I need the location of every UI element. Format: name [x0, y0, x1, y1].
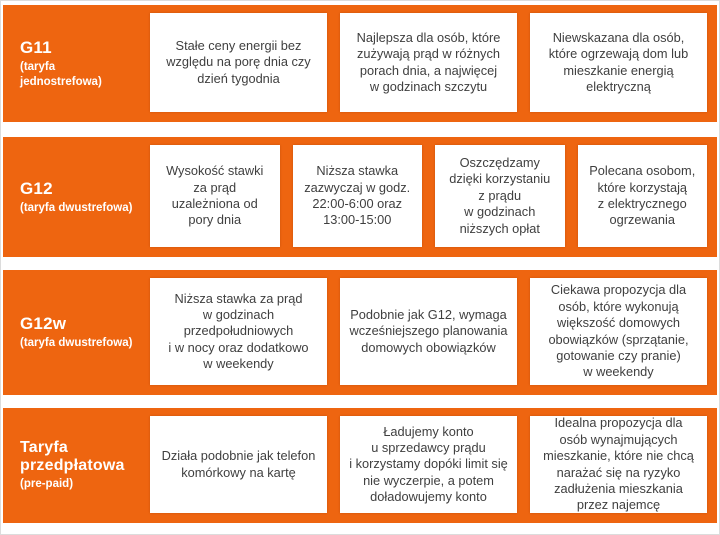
tariff-row-prepaid: Taryfa przedpłatowa (pre-paid) Działa po… [3, 408, 717, 523]
tariff-name: G12w [20, 314, 67, 334]
tariff-name: G11 [20, 37, 52, 57]
tariff-card: Najlepsza dla osób, które zużywają prąd … [340, 13, 517, 112]
tariff-card: Polecana osobom, które korzystają z elek… [577, 145, 707, 247]
tariff-cards-g11: Stałe ceny energii bez względu na porę d… [143, 5, 717, 122]
tariff-card: Niższa stawka za prąd w godzinach przedp… [150, 278, 327, 385]
tariff-label-g12w: G12w (taryfa dwustrefowa) [3, 270, 143, 395]
tariff-card: Niższa stawka zazwyczaj w godz. 22:00-6:… [292, 145, 422, 247]
tariff-card: Niewskazana dla osób, które ogrzewają do… [530, 13, 707, 112]
tariff-card: Ładujemy konto u sprzedawcy prądu i korz… [340, 416, 517, 513]
tariff-row-g12: G12 (taryfa dwustrefowa) Wysokość stawki… [3, 137, 717, 257]
tariff-label-g11: G11 (taryfa jednostrefowa) [3, 5, 143, 122]
tariff-subtitle: (taryfa dwustrefowa) [20, 337, 133, 350]
tariff-cards-prepaid: Działa podobnie jak telefon komórkowy na… [143, 408, 717, 523]
tariff-cards-g12: Wysokość stawki za prąd uzależniona od p… [143, 137, 717, 257]
tariff-subtitle: (taryfa jednostrefowa) [20, 60, 102, 88]
tariff-label-g12: G12 (taryfa dwustrefowa) [3, 137, 143, 257]
tariff-card: Ciekawa propozycja dla osób, które wykon… [530, 278, 707, 385]
tariff-subtitle: (taryfa dwustrefowa) [20, 201, 133, 214]
tariff-card: Oszczędzamy dzięki korzystaniu z prądu w… [435, 145, 565, 247]
tariff-cards-g12w: Niższa stawka za prąd w godzinach przedp… [143, 270, 717, 395]
tariff-name: Taryfa przedpłatowa [20, 438, 125, 474]
tariff-subtitle: (pre-paid) [20, 478, 74, 491]
tariff-card: Idealna propozycja dla osób wynajmującyc… [530, 416, 707, 513]
tariff-label-prepaid: Taryfa przedpłatowa (pre-paid) [3, 408, 143, 523]
tariff-row-g12w: G12w (taryfa dwustrefowa) Niższa stawka … [3, 270, 717, 395]
tariff-row-g11: G11 (taryfa jednostrefowa) Stałe ceny en… [3, 5, 717, 122]
tariff-name: G12 [20, 178, 53, 198]
tariff-card: Stałe ceny energii bez względu na porę d… [150, 13, 327, 112]
tariff-card: Wysokość stawki za prąd uzależniona od p… [150, 145, 280, 247]
tariff-card: Podobnie jak G12, wymaga wcześniejszego … [340, 278, 517, 385]
tariff-card: Działa podobnie jak telefon komórkowy na… [150, 416, 327, 513]
